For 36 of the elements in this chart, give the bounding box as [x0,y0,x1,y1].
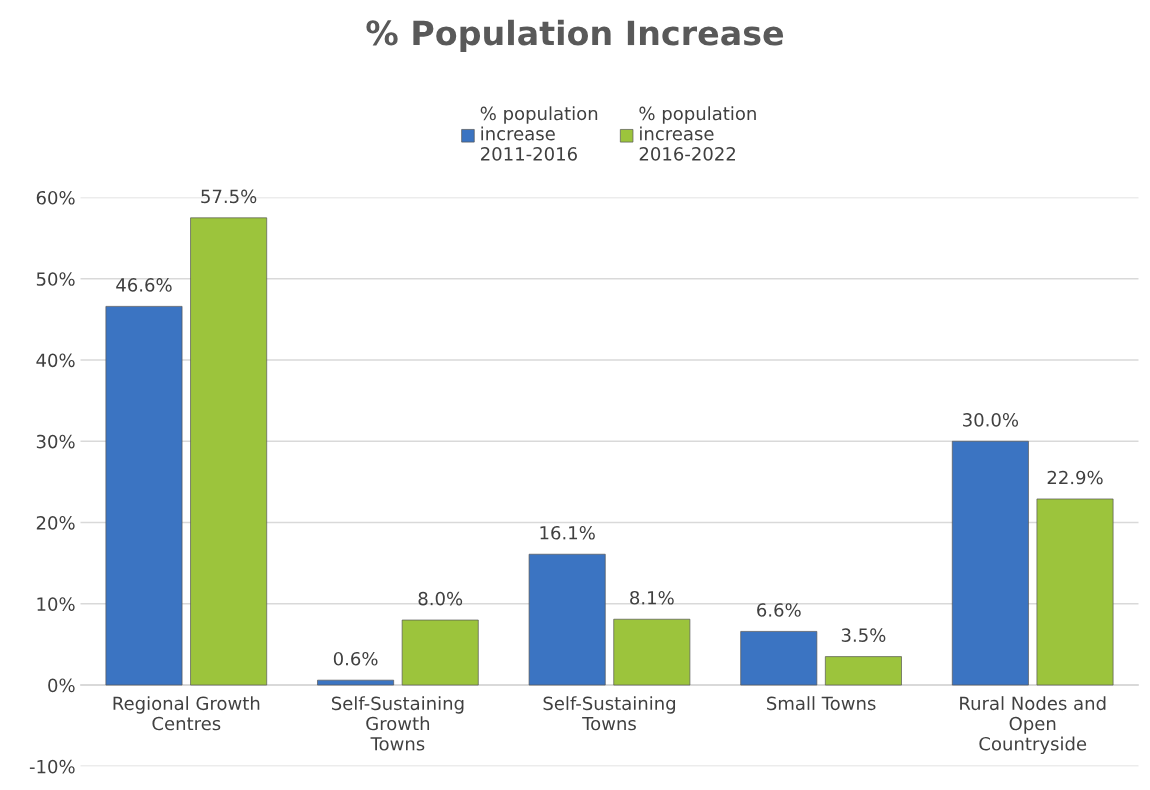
data-label: 6.6% [757,603,801,617]
data-label: 30.0% [963,413,1019,427]
bar [528,553,606,686]
y-tick-label: 40% [36,353,75,368]
data-label: 16.1% [540,525,595,540]
x-tick-label: Regional Growth Centres [113,696,260,731]
bar [824,656,902,686]
bar [613,618,691,686]
bar [951,440,1029,686]
legend-label: % population increase 2016-2022 [639,106,756,161]
x-tick-label: Self-Sustaining Towns [543,696,676,731]
y-tick-label: 10% [37,597,75,611]
y-tick-label: 60% [36,190,75,205]
data-label: 22.9% [1047,470,1103,485]
bar [1036,498,1114,686]
legend-label: % population increase 2011-2016 [480,106,598,161]
bar [740,631,818,686]
x-tick-label: Small Towns [767,696,876,711]
y-tick-label: 30% [36,434,75,449]
y-tick-label: 0% [48,678,75,693]
y-tick-label: 20% [36,515,75,530]
bar [105,306,183,686]
data-label: 0.6% [333,651,378,666]
chart-title: % Population Increase [366,19,784,53]
data-label: 3.5% [841,628,886,642]
data-label: 46.6% [116,278,172,292]
bar [401,619,479,686]
data-label: 8.0% [418,591,463,606]
bar [190,217,268,686]
bar [317,679,395,686]
y-tick-label: 50% [36,272,75,286]
data-label: 57.5% [201,189,257,204]
x-tick-label: Self-Sustaining Growth Towns [331,696,464,751]
data-label: 8.1% [630,590,674,605]
x-tick-label: Rural Nodes and Open Countryside [960,696,1106,755]
y-tick-label: -10% [29,759,75,774]
